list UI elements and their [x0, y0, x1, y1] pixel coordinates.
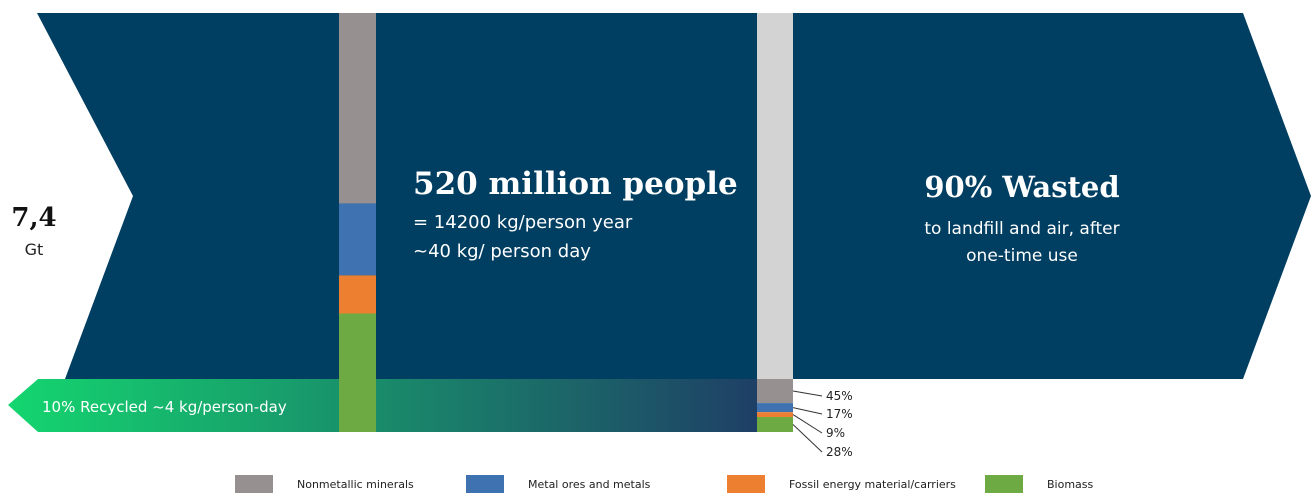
percentage-labels: 45% 17% 9% 28% [826, 389, 853, 459]
legend-item-nonmetallic: Nonmetallic minerals [235, 474, 414, 494]
per-day-text: ~40 kg/ person day [413, 241, 591, 262]
legend-label: Metal ores and metals [528, 477, 651, 491]
legend-swatch [985, 475, 1023, 493]
percentage-label-3: 28% [826, 445, 853, 459]
percentage-label-0: 45% [826, 389, 853, 403]
total-unit: Gt [25, 240, 44, 259]
wasted-line1: to landfill and air, after [924, 219, 1119, 239]
legend-label: Fossil energy material/carriers [789, 477, 956, 491]
wasted-headline: 90% Wasted [924, 170, 1119, 204]
input-composition-bar [339, 13, 376, 432]
recycled-label: 10% Recycled ~4 kg/person-day [42, 398, 287, 416]
legend-item-metal: Metal ores and metals [466, 474, 650, 494]
leader-line-2 [792, 414, 823, 434]
waste-bar [757, 13, 793, 379]
legend-label: Biomass [1047, 477, 1094, 491]
input-segment-3 [339, 313, 376, 432]
leader-lines [792, 390, 823, 453]
recycled-flow-arrow [8, 379, 757, 432]
recycled-segment-3 [757, 417, 793, 432]
wasted-line2: one-time use [966, 246, 1078, 266]
legend-swatch [235, 475, 273, 493]
total-value: 7,4 [11, 203, 56, 233]
legend-swatch [466, 475, 504, 493]
legend-swatch [727, 475, 765, 493]
legend: Nonmetallic minerals Metal ores and meta… [0, 474, 1315, 494]
legend-item-biomass: Biomass [985, 474, 1093, 494]
recycled-segment-1 [757, 403, 793, 413]
per-year-text: = 14200 kg/person year [413, 212, 633, 233]
input-segment-1 [339, 203, 376, 276]
leader-line-3 [792, 424, 823, 453]
percentage-label-1: 17% [826, 407, 853, 421]
population-headline: 520 million people [413, 166, 738, 202]
recycled-segment-2 [757, 412, 793, 418]
percentage-label-2: 9% [826, 426, 845, 440]
legend-label: Nonmetallic minerals [297, 477, 414, 491]
leader-line-0 [792, 390, 823, 397]
legend-item-fossil: Fossil energy material/carriers [727, 474, 956, 494]
recycled-composition-bar [757, 379, 793, 432]
leader-line-1 [792, 407, 823, 415]
input-segment-0 [339, 13, 376, 204]
input-segment-2 [339, 275, 376, 314]
recycled-segment-0 [757, 379, 793, 404]
